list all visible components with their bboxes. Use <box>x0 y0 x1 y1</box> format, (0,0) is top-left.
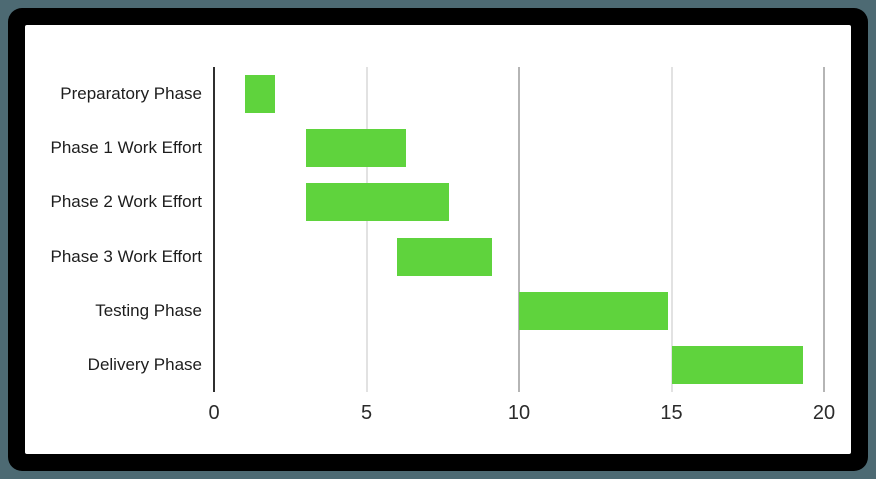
category-label: Phase 1 Work Effort <box>50 138 203 158</box>
x-tick-label: 0 <box>208 402 220 424</box>
category-label: Phase 2 Work Effort <box>50 192 203 212</box>
x-tick-label: 20 <box>812 402 836 424</box>
category-label: Preparatory Phase <box>60 84 202 104</box>
grid-line <box>365 67 368 392</box>
category-label: Delivery Phase <box>87 354 202 374</box>
chart-panel: 0 5 10 15 20 Preparatory Phase Phase 1 Work Ef… <box>25 25 851 454</box>
window-frame: 0 5 10 15 20 Preparatory Phase Phase 1 Work Ef… <box>8 8 868 471</box>
x-tick-label: 10 <box>507 402 531 424</box>
grid-line <box>670 67 673 392</box>
gantt-chart: 0 5 10 15 20 Preparatory Phase Phase 1 Work Ef… <box>25 25 851 454</box>
gantt-bar <box>244 75 275 114</box>
gantt-bar <box>397 237 492 276</box>
category-label: Phase 3 Work Effort <box>50 246 203 266</box>
grid-line <box>518 67 520 392</box>
gantt-bar <box>519 291 669 330</box>
gantt-bar <box>671 345 803 384</box>
category-label: Testing Phase <box>95 300 202 320</box>
gantt-bar <box>305 183 449 222</box>
y-axis-line <box>213 67 215 392</box>
x-tick-label: 15 <box>660 402 683 424</box>
x-tick-label: 5 <box>360 402 373 424</box>
gantt-bar <box>305 129 407 168</box>
grid-line <box>823 67 825 392</box>
